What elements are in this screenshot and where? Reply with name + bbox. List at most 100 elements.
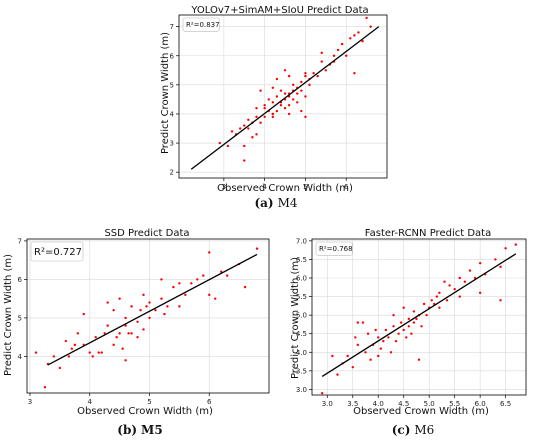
data-point-m6 [425, 313, 428, 317]
data-point-m5 [178, 305, 181, 308]
plot-area-m5: 3 4 5 6 4 5 6 7 R²=0.727 [18, 237, 270, 406]
data-point-m4 [263, 115, 266, 119]
data-point-m4 [255, 133, 258, 136]
plot-frame-m4 [178, 14, 388, 179]
data-point-m6 [410, 332, 413, 335]
data-point-m5 [130, 305, 133, 308]
data-point-m4 [243, 144, 246, 148]
y-tick-label-m4: 4 [170, 110, 175, 118]
plot-area-m6: 3.0 3.5 4.0 4.5 5.0 5.5 6.0 6.5 3.0 3.5 4.0 4.5 5.0 5… [296, 237, 527, 408]
r2-box-m5 [30, 241, 84, 262]
data-point-m5 [58, 366, 62, 370]
y-tick-label-m4: 5 [170, 81, 174, 89]
data-point-m5 [208, 251, 211, 254]
data-point-m4 [304, 74, 307, 78]
data-point-m5 [94, 335, 97, 339]
data-point-m4 [267, 98, 270, 101]
data-point-m6 [468, 269, 472, 272]
chart-panel-m5: SSD Predict Data 3 4 5 6 4 5 6 7 R²=0.727 Observ… [3, 228, 270, 437]
data-point-m6 [438, 291, 441, 295]
data-point-m4 [283, 106, 287, 110]
data-point-m4 [243, 159, 246, 162]
data-point-m5 [112, 309, 115, 312]
x-axis-title-m6: Observed Crown Width (m) [353, 406, 489, 417]
caption-letter-m4: (a) [254, 196, 273, 210]
data-point-m6 [448, 284, 451, 287]
data-point-m5 [172, 285, 175, 289]
y-axis-title-m5: Predict Crown Width (m) [3, 254, 14, 376]
data-point-m5 [112, 343, 115, 347]
data-point-m5 [106, 324, 109, 327]
data-point-m4 [271, 112, 275, 116]
data-point-m5 [67, 355, 71, 358]
fit-line-m5 [47, 253, 258, 366]
data-point-m5 [184, 293, 187, 297]
x-tick-label-m6: 6.0 [475, 400, 486, 408]
data-point-m4 [361, 39, 364, 43]
data-point-m5 [124, 359, 127, 362]
x-tick-label-m5: 3 [28, 398, 32, 406]
data-point-m4 [255, 115, 258, 119]
data-point-m6 [399, 321, 403, 324]
caption-m6: (c) M6 [392, 423, 435, 437]
data-point-m5 [202, 274, 205, 277]
y-tick-label-m4: 3 [170, 140, 174, 148]
data-point-m4 [230, 130, 234, 133]
chart-title-m5: SSD Predict Data [104, 228, 189, 239]
data-point-m6 [478, 261, 482, 265]
data-point-m6 [320, 391, 324, 395]
data-point-m6 [420, 325, 423, 328]
x-tick-label-m4: 3 [222, 183, 226, 191]
plot-frame-m5 [26, 238, 270, 394]
data-point-m6 [445, 299, 449, 302]
data-point-m4 [332, 54, 336, 57]
chart-panel-m6: Faster-RCNN Predict Data 3.0 3.5 4.0 4.5 5.0… [290, 228, 527, 437]
data-point-m4 [345, 54, 348, 57]
caption-m4: (a) M4 [254, 196, 297, 210]
caption-letter-m6: (c) [392, 423, 411, 437]
data-point-m4 [259, 121, 262, 124]
plot-area-m4: 3 4 5 6 2 3 4 5 6 7 R²=0.837 [170, 14, 388, 191]
data-point-m4 [259, 89, 262, 92]
data-point-m6 [351, 365, 354, 369]
chart-title-m6: Faster-RCNN Predict Data [365, 228, 491, 239]
data-point-m6 [374, 328, 377, 332]
r2-label-m5: R²=0.727 [34, 247, 82, 258]
data-point-m5 [142, 293, 145, 297]
data-point-m4 [349, 37, 352, 40]
data-point-m5 [255, 247, 259, 250]
data-point-m6 [331, 354, 334, 358]
x-tick-label-m4: 6 [344, 183, 349, 191]
data-point-m4 [271, 101, 275, 104]
y-tick-label-m6: 6.5 [296, 256, 307, 264]
x-axis-title-m4: Observed Crown Width (m) [217, 183, 353, 194]
data-point-m6 [514, 243, 518, 246]
data-point-m4 [308, 83, 311, 87]
caption-name-m4: M4 [278, 196, 298, 210]
data-point-m6 [453, 287, 456, 291]
data-point-m4 [279, 104, 283, 107]
data-point-m5 [106, 301, 109, 304]
data-point-m6 [443, 280, 446, 283]
data-point-m6 [369, 358, 372, 361]
y-tick-label-m6: 3.0 [296, 386, 307, 394]
y-tick-label-m5: 4 [18, 353, 23, 361]
data-point-m6 [377, 336, 380, 339]
data-point-m4 [275, 109, 279, 113]
data-point-m5 [214, 297, 217, 300]
data-point-m6 [438, 306, 441, 309]
data-point-m6 [417, 358, 421, 361]
y-tick-label-m6: 5.5 [296, 293, 307, 301]
data-point-m6 [407, 317, 411, 321]
data-point-m4 [316, 74, 319, 78]
y-tick-label-m6: 3.5 [296, 367, 307, 375]
data-point-m4 [291, 83, 295, 87]
data-point-m4 [255, 106, 258, 110]
fit-line-m4 [190, 26, 380, 170]
x-tick-label-m6: 4.0 [373, 400, 384, 408]
data-point-m4 [304, 95, 307, 98]
data-point-m6 [407, 325, 411, 328]
y-axis-title-m4: Predict Crown Width (m) [160, 32, 171, 154]
data-point-m4 [300, 109, 303, 113]
data-point-m4 [238, 127, 242, 130]
